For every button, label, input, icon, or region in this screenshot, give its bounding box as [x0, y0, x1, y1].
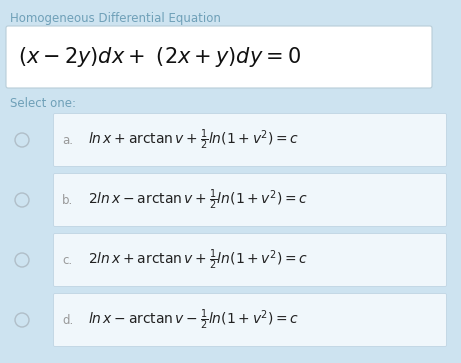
Text: $(x - 2y)dx +\ (2x + y)dy = 0$: $(x - 2y)dx +\ (2x + y)dy = 0$: [18, 45, 301, 69]
Text: $\mathit{ln}\, x + \mathrm{arctan}\, v + \frac{1}{2}\mathit{ln}(1 + v^2) = c$: $\mathit{ln}\, x + \mathrm{arctan}\, v +…: [88, 128, 299, 152]
FancyBboxPatch shape: [53, 233, 447, 286]
Text: Select one:: Select one:: [10, 97, 76, 110]
Text: b.: b.: [62, 193, 73, 207]
Text: d.: d.: [62, 314, 73, 326]
Text: $2\mathit{ln}\, x + \mathrm{arctan}\, v + \frac{1}{2}\mathit{ln}(1 + v^2) = c$: $2\mathit{ln}\, x + \mathrm{arctan}\, v …: [88, 248, 308, 272]
Text: $\mathit{ln}\, x - \mathrm{arctan}\, v - \frac{1}{2}\mathit{ln}(1 + v^2) = c$: $\mathit{ln}\, x - \mathrm{arctan}\, v -…: [88, 308, 299, 332]
Text: Homogeneous Differential Equation: Homogeneous Differential Equation: [10, 12, 221, 25]
FancyBboxPatch shape: [6, 26, 432, 88]
FancyBboxPatch shape: [53, 294, 447, 347]
Text: $2\mathit{ln}\, x - \mathrm{arctan}\, v + \frac{1}{2}\mathit{ln}(1 + v^2) = c$: $2\mathit{ln}\, x - \mathrm{arctan}\, v …: [88, 188, 308, 212]
Text: c.: c.: [62, 253, 72, 266]
Text: a.: a.: [62, 134, 73, 147]
FancyBboxPatch shape: [53, 114, 447, 167]
FancyBboxPatch shape: [53, 174, 447, 227]
